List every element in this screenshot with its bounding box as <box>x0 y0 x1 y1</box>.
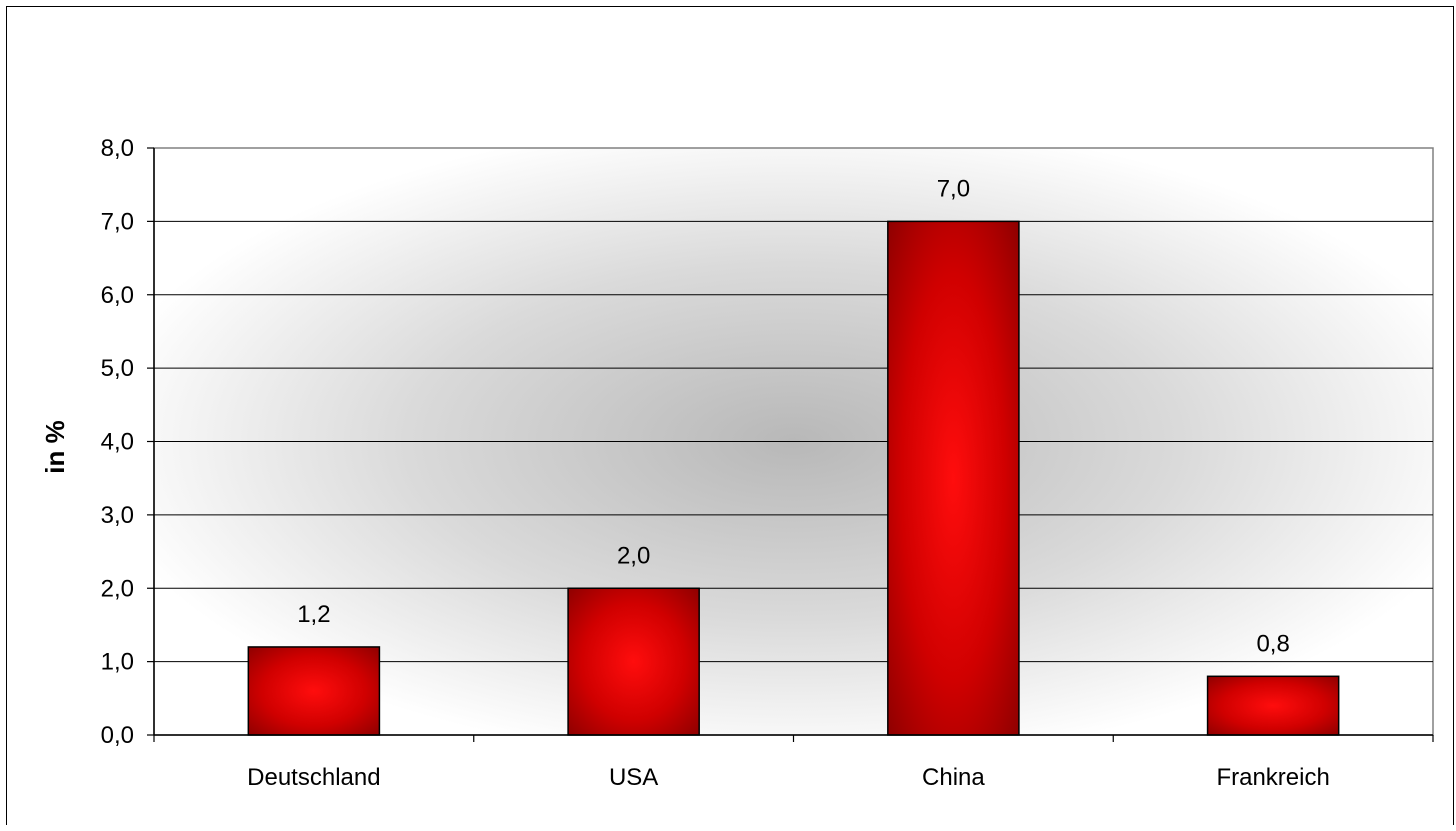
y-tick-label: 3,0 <box>101 502 134 529</box>
bars <box>247 220 1340 736</box>
data-label: 1,2 <box>297 601 330 628</box>
data-label: 0,8 <box>1256 630 1289 657</box>
bar <box>1206 675 1340 736</box>
x-tick-labels: Deutschland USA China Frankreich <box>247 764 1330 791</box>
bar <box>887 220 1020 736</box>
data-labels: 1,2 2,0 7,0 0,8 <box>297 175 1290 657</box>
chart-frame: 0,0 1,0 2,0 3,0 4,0 5,0 6,0 7,0 8,0 Deutschland U… <box>6 6 1454 825</box>
y-tick-label: 6,0 <box>101 282 134 309</box>
y-tick-label: 5,0 <box>101 355 134 382</box>
axes <box>147 147 1434 742</box>
y-tick-label: 1,0 <box>101 649 134 676</box>
bar <box>247 646 381 736</box>
x-tick-label: Deutschland <box>247 764 380 791</box>
y-tick-label: 7,0 <box>101 208 134 235</box>
y-tick-label: 0,0 <box>101 722 134 749</box>
bar-chart: 0,0 1,0 2,0 3,0 4,0 5,0 6,0 7,0 8,0 Deutschland U… <box>40 135 1434 791</box>
y-tick-label: 4,0 <box>101 429 134 456</box>
x-tick-label: USA <box>609 764 658 791</box>
data-label: 2,0 <box>617 542 650 569</box>
y-tick-labels: 0,0 1,0 2,0 3,0 4,0 5,0 6,0 7,0 8,0 <box>101 135 134 749</box>
data-label: 7,0 <box>937 175 970 202</box>
bar <box>567 587 700 736</box>
y-tick-label: 2,0 <box>101 575 134 602</box>
x-tick-label: China <box>922 764 985 791</box>
y-tick-label: 8,0 <box>101 135 134 162</box>
x-tick-label: Frankreich <box>1216 764 1329 791</box>
y-axis-title: in % <box>40 420 70 473</box>
